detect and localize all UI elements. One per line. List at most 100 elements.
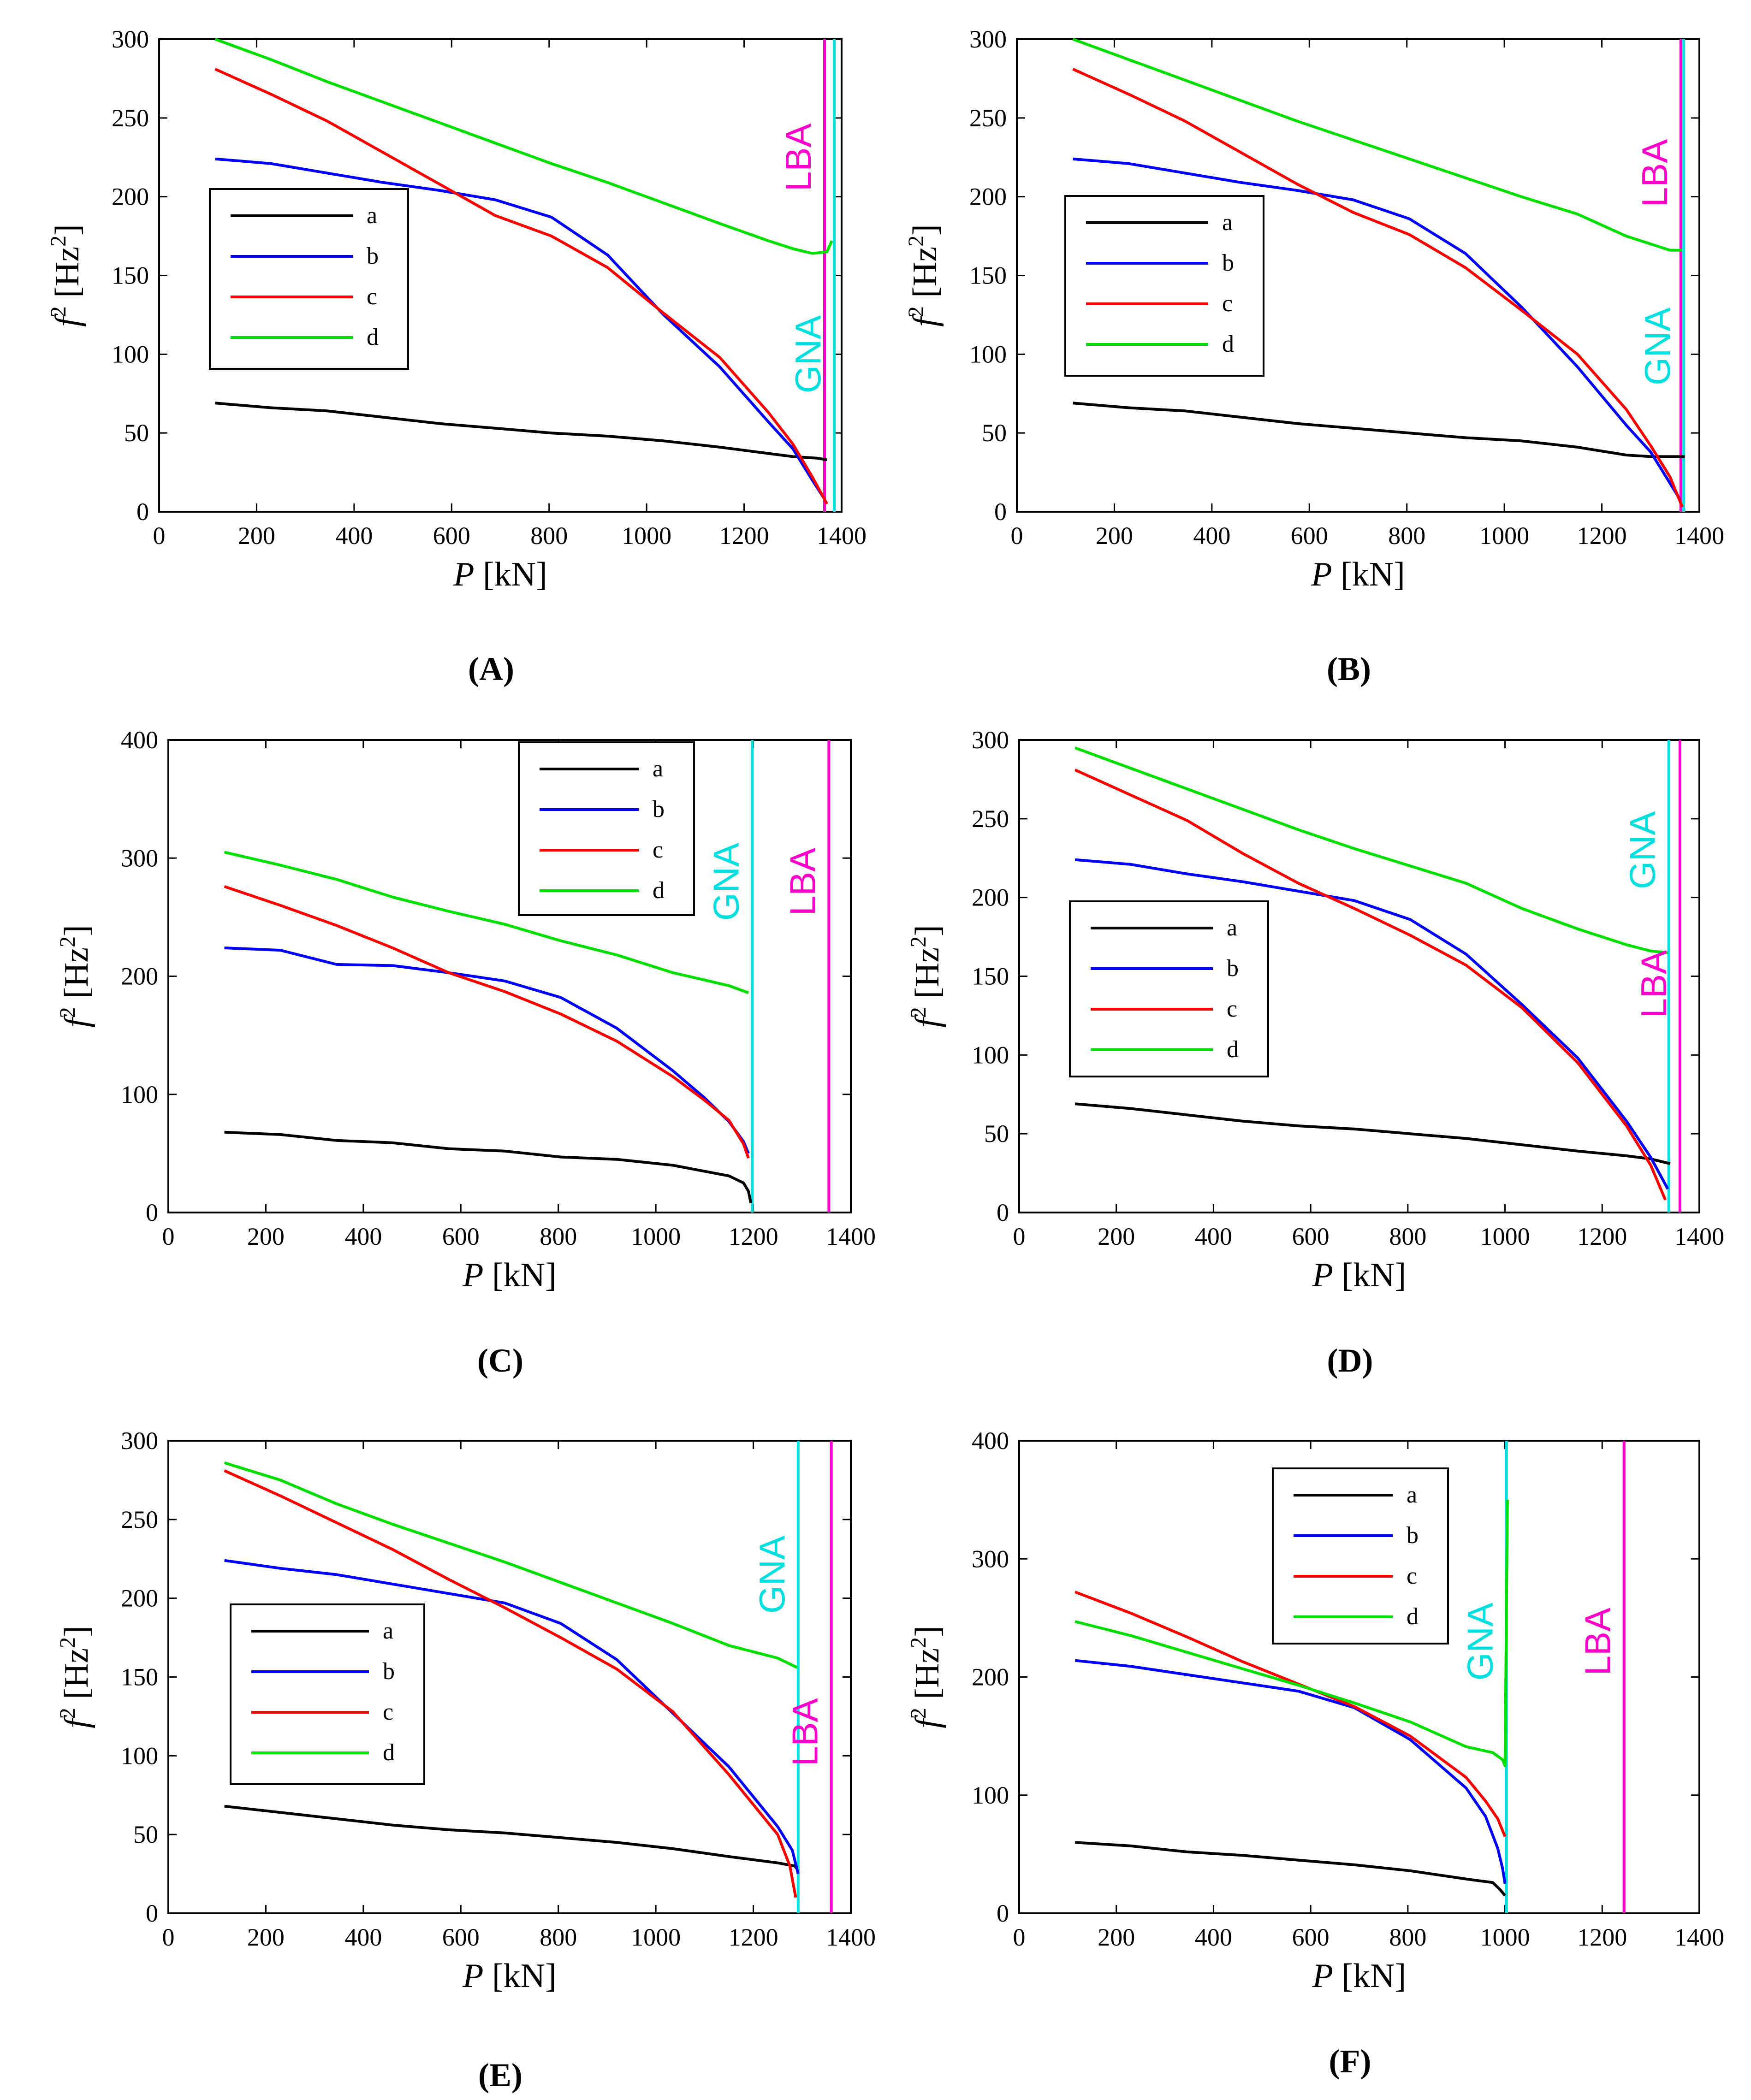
x-tick-label: 1000: [631, 1923, 681, 1951]
chart-panel-3: 0 200 400 600 800 1000 1200 1400 0 50 100 150 200 250…: [906, 726, 1724, 1379]
x-axis-variable: P: [462, 1256, 483, 1294]
series-c-line: [1074, 1591, 1507, 1837]
series-d-line: [214, 38, 833, 255]
legend-label-d: d: [1227, 1036, 1239, 1063]
y-axis-unit: [Hz: [906, 247, 944, 306]
legend-label-d: d: [367, 324, 379, 350]
legend-label-c: c: [653, 837, 663, 863]
lba-label: LBA: [1634, 139, 1675, 207]
chart-panel-0: 0 200 400 600 800 1000 1200 1400 0 50 100 150 200 250…: [46, 25, 867, 687]
x-tick-label: 400: [1195, 1923, 1232, 1951]
y-axis-unit-exponent: 2: [904, 236, 928, 247]
x-axis-variable: P: [1311, 556, 1332, 593]
x-tick-label: 1000: [622, 522, 671, 550]
legend-label-a: a: [383, 1618, 393, 1644]
chart-panel-1: 0 200 400 600 800 1000 1200 1400 0 50 100 150 200 250…: [904, 25, 1724, 687]
legend-box: [1069, 900, 1269, 1077]
y-tick-label: 200: [121, 1585, 158, 1612]
y-axis-unit: [Hz: [908, 947, 946, 1007]
series-b-line: [1074, 858, 1669, 1190]
y-tick-label: 250: [972, 805, 1009, 833]
series-b-line: [224, 1559, 800, 1875]
panel-label: (C): [477, 1342, 523, 1379]
y-axis-unit-close: ]: [58, 1626, 95, 1637]
panel-label: (D): [1327, 1342, 1373, 1379]
legend-label-b: b: [1407, 1522, 1419, 1549]
lba-label: LBA: [785, 1698, 825, 1766]
x-tick-label: 600: [1292, 1223, 1330, 1250]
y-tick-label: 200: [972, 1663, 1009, 1691]
x-axis-label: P [kN]: [1311, 556, 1405, 593]
series-a-line: [1073, 402, 1685, 458]
x-tick-label: 200: [1098, 1923, 1135, 1951]
panel-label: (A): [468, 651, 514, 687]
x-tick-label: 200: [238, 522, 275, 550]
x-tick-label: 0: [162, 1923, 175, 1951]
lba-label: LBA: [1578, 1608, 1618, 1675]
legend-label-d: d: [1407, 1603, 1419, 1630]
plot-area: [1074, 1441, 1626, 1913]
y-axis-unit-exponent: 2: [906, 1637, 931, 1648]
x-tick-label: 400: [1195, 1223, 1232, 1250]
series-d-line: [224, 1461, 798, 1669]
legend-label-b: b: [383, 1658, 395, 1685]
x-tick-label: 1400: [817, 522, 867, 550]
y-tick-label: 300: [972, 726, 1009, 754]
gna-label: GNA: [1637, 308, 1678, 385]
legend-label-c: c: [1227, 996, 1237, 1022]
x-axis-unit: [kN]: [1333, 1957, 1406, 1995]
y-axis-unit-close: ]: [58, 925, 95, 936]
legend-label-a: a: [367, 202, 377, 229]
x-axis-unit: [kN]: [1332, 556, 1405, 593]
y-tick-label: 100: [969, 340, 1007, 368]
x-tick-label: 800: [1389, 1923, 1426, 1951]
x-tick-label: 1000: [631, 1223, 681, 1250]
x-tick-label: 1400: [1674, 1223, 1724, 1250]
panel-label: (F): [1329, 2043, 1371, 2080]
x-tick-label: 400: [1193, 522, 1230, 550]
y-axis-variable-exponent: 2: [55, 1007, 80, 1018]
y-tick-label: 300: [972, 1545, 1009, 1573]
gna-label: GNA: [788, 315, 828, 393]
y-tick-label: 150: [972, 963, 1009, 990]
gna-label: GNA: [1622, 811, 1663, 889]
series-b-line: [224, 946, 750, 1154]
lba-label: LBA: [782, 848, 823, 916]
x-tick-label: 600: [1291, 522, 1328, 550]
chart-panel-4: 0 200 400 600 800 1000 1200 1400 0 50 100 150 200 250…: [55, 1427, 876, 2094]
x-tick-label: 800: [1389, 1223, 1426, 1250]
x-axis-label: P [kN]: [1312, 1957, 1406, 1995]
legend-label-b: b: [653, 796, 665, 822]
y-axis-unit-exponent: 2: [55, 1637, 80, 1648]
lba-label: LBA: [778, 124, 819, 191]
x-axis-label: P [kN]: [453, 556, 547, 593]
legend-box: [518, 741, 695, 916]
x-tick-label: 1000: [1480, 1923, 1530, 1951]
x-tick-label: 1400: [1674, 1923, 1724, 1951]
y-axis-unit-exponent: 2: [906, 936, 931, 947]
x-axis-variable: P: [462, 1957, 483, 1995]
x-tick-label: 600: [442, 1223, 480, 1250]
series-a-line: [1074, 1102, 1671, 1165]
series-d-line: [1074, 746, 1668, 954]
y-tick-label: 100: [121, 1081, 158, 1108]
x-axis-unit: [kN]: [474, 556, 547, 593]
x-tick-label: 1000: [1480, 1223, 1530, 1250]
y-axis-variable-exponent: 2: [55, 1708, 80, 1719]
y-axis-unit-exponent: 2: [46, 236, 71, 247]
x-tick-label: 1200: [1577, 1223, 1627, 1250]
x-tick-label: 0: [1011, 522, 1023, 550]
y-tick-label: 100: [112, 340, 149, 368]
x-tick-label: 0: [162, 1223, 175, 1250]
y-tick-label: 100: [121, 1742, 158, 1769]
lba-label: LBA: [1633, 950, 1674, 1018]
x-tick-label: 400: [335, 522, 373, 550]
y-tick-label: 0: [994, 498, 1007, 526]
y-axis-unit: [Hz: [908, 1648, 946, 1708]
x-tick-label: 800: [530, 522, 568, 550]
y-axis-variable-exponent: 2: [906, 1007, 931, 1018]
